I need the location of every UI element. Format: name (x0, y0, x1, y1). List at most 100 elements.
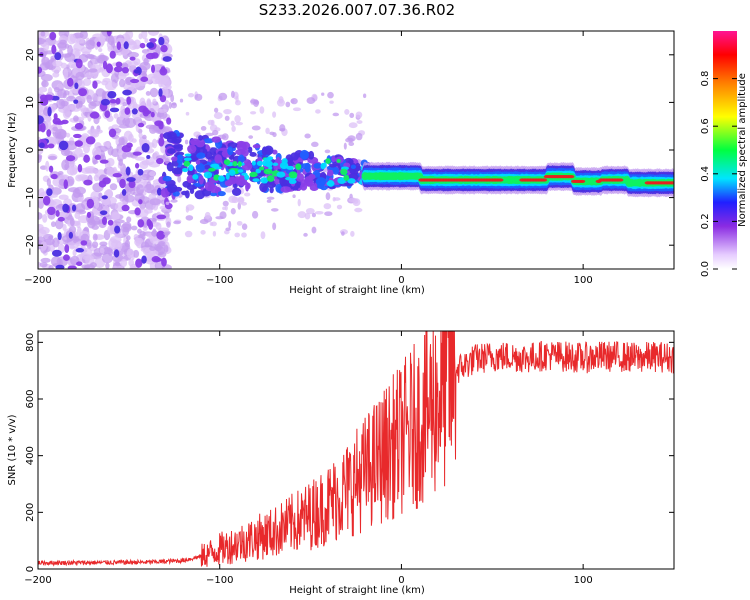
spectrogram-blob (38, 212, 43, 220)
spectrogram-blob (143, 208, 153, 214)
spectrogram-blob (46, 129, 52, 137)
spectrogram-blob (143, 223, 148, 228)
spectrogram-blob (65, 155, 76, 162)
spectrogram-blob (185, 204, 195, 211)
spectrogram-blob (81, 264, 91, 269)
spectrogram-blob (166, 221, 171, 228)
spectrogram-blob (63, 179, 68, 190)
spectrogram-blob (149, 198, 162, 206)
spectrogram-blob (178, 160, 183, 167)
spectrogram-blob (200, 230, 206, 235)
spectrogram-blob (161, 257, 167, 267)
spectrogram-blob (40, 257, 51, 263)
spectrogram-blob (62, 223, 67, 232)
spectrogram-blob (183, 160, 191, 167)
spectrogram-blob (179, 98, 184, 103)
spectrogram-blob (83, 154, 90, 163)
spectrogram-blob (145, 90, 151, 96)
spectrogram-blob (110, 73, 119, 84)
spectrogram-blob (213, 169, 219, 176)
spectrogram-blob (198, 175, 204, 185)
spectrogram-blob (99, 159, 109, 164)
snr-y-tick-label: 0 (25, 566, 36, 572)
spectrogram-blob (288, 171, 298, 179)
spectrogram-blob (259, 182, 268, 193)
spectrogram-y-tick-label: −20 (25, 235, 36, 256)
spectrogram-blob (309, 184, 319, 191)
spectrogram-blob (99, 247, 105, 254)
spectrogram-blob (331, 155, 336, 163)
spectrogram-blob (54, 120, 65, 125)
spectrogram-blob (158, 88, 163, 97)
spectrogram-blob (213, 107, 219, 113)
spectrogram-blob (272, 162, 279, 167)
spectrogram-blob (126, 248, 135, 259)
spectrogram-blob (213, 112, 223, 120)
spectrogram-blob (248, 135, 254, 139)
spectrogram-blob (308, 150, 315, 160)
spectrogram-blob (131, 108, 138, 115)
spectrogram-blob (75, 58, 83, 69)
spectrogram-blob (260, 231, 266, 240)
spectrogram-blob (60, 100, 69, 107)
spectrogram-blob (98, 180, 107, 188)
spectrogram-blob (47, 143, 55, 149)
spectrogram-blob (326, 170, 334, 177)
spectrogram-blob (121, 66, 129, 74)
colorbar-label: Normalized spectral amplitude (737, 73, 748, 227)
spectrogram-blob (115, 97, 121, 105)
spectrogram-blob (86, 198, 95, 209)
spectrogram-blob (227, 176, 238, 185)
spectrogram-blob (157, 108, 168, 113)
spectrogram-blob (162, 56, 172, 62)
spectrogram-y-tick-label: −10 (25, 187, 36, 208)
spectrogram-blob (130, 266, 137, 269)
spectrogram-blob (40, 31, 46, 37)
spectrogram-blob (222, 200, 229, 207)
spectrogram-blob (47, 206, 56, 216)
spectrogram-blob (113, 66, 123, 73)
spectrogram-blob (141, 143, 150, 153)
spectrogram-blob (110, 148, 121, 158)
spectrogram-blob (327, 91, 334, 99)
spectrogram-blob (272, 222, 277, 231)
spectrogram-blob (121, 204, 130, 212)
spectrogram-blob (149, 246, 156, 252)
spectrogram-blob (132, 45, 141, 50)
spectrogram-blob (77, 196, 84, 203)
spectrogram-blob (185, 215, 194, 221)
spectrogram-blob (41, 80, 49, 88)
spectrogram-x-tick-label: 100 (574, 275, 593, 286)
spectrogram-blob (297, 211, 307, 219)
spectrogram-blob (141, 31, 148, 40)
spectrogram-blob (265, 127, 270, 134)
spectrogram-blob (157, 251, 167, 258)
spectrogram-blob (214, 154, 223, 164)
spectrogram-blob (120, 258, 128, 268)
colorbar-tick-label: 0.8 (700, 71, 711, 87)
spectrogram-blob (94, 36, 105, 45)
spectrogram-blob (132, 151, 142, 156)
spectrogram-blob (129, 56, 136, 61)
spectrogram-blob (200, 126, 207, 131)
spectrogram-blob (109, 50, 116, 59)
spectrogram-blob (80, 240, 88, 246)
spectrogram-blob (126, 96, 132, 105)
snr-x-label: Height of straight line (km) (289, 585, 425, 596)
spectrogram-blob (141, 159, 150, 166)
spectrogram-blob (139, 97, 146, 108)
spectrogram-blob (258, 166, 265, 171)
spectrogram-blob (126, 177, 136, 182)
spectrogram-blob (122, 152, 127, 160)
spectrogram-blob (122, 221, 132, 231)
snr-frame (37, 330, 675, 570)
spectrogram-blob (211, 136, 221, 143)
spectrogram-blob (237, 197, 245, 203)
spectrogram-blob (94, 154, 101, 160)
spectrogram-blob (210, 163, 219, 168)
spectrogram-blob (300, 163, 311, 170)
spectrogram-blob (336, 158, 341, 163)
spectrogram-blob (189, 138, 200, 145)
spectrogram-blob (89, 111, 100, 119)
spectrogram-blob (323, 203, 332, 210)
